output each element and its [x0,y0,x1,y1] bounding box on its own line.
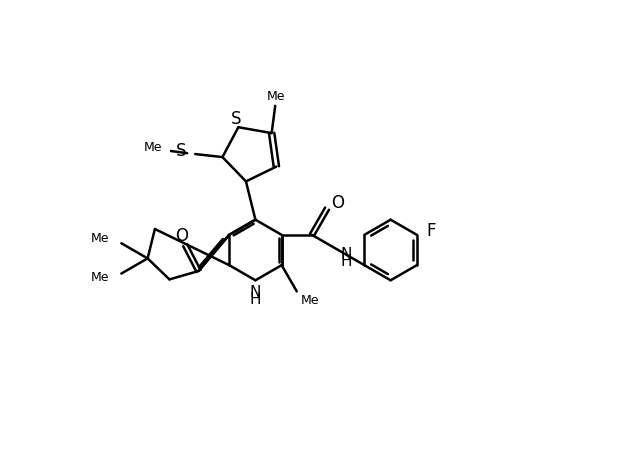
Text: H: H [250,292,261,308]
Text: F: F [427,222,436,240]
Text: Me: Me [267,90,285,103]
Text: Me: Me [90,232,109,245]
Text: N: N [340,247,352,262]
Text: O: O [175,227,188,245]
Text: Me: Me [301,294,320,307]
Text: S: S [176,143,186,161]
Text: S: S [231,110,241,128]
Text: Me: Me [90,272,109,285]
Text: N: N [250,285,261,300]
Text: H: H [340,254,352,269]
Text: O: O [332,194,344,212]
Text: Me: Me [143,141,162,154]
